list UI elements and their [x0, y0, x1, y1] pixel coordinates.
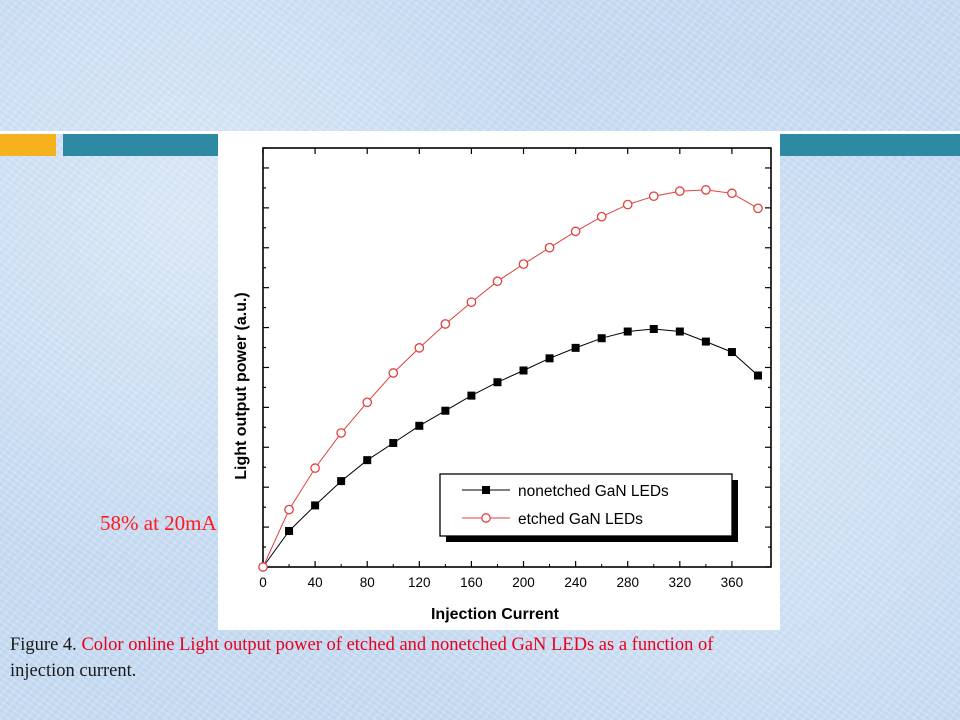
legend-marker-nonetched	[482, 486, 490, 494]
data-point-nonetched	[753, 371, 762, 380]
data-point-etched	[674, 186, 685, 197]
data-point-nonetched	[571, 343, 580, 352]
data-point-nonetched	[467, 391, 476, 400]
data-point-etched	[492, 276, 503, 287]
data-point-nonetched	[415, 421, 424, 430]
series-line-nonetched	[262, 328, 759, 568]
data-point-etched	[648, 191, 659, 202]
data-point-nonetched	[441, 406, 450, 415]
accent-bar-teal-left	[63, 134, 218, 156]
data-point-nonetched	[649, 325, 658, 334]
chart-panel: 0 40 80 120 160 200 240 280 320 360 nonetched GaN…	[218, 134, 780, 630]
legend-marker-etched	[481, 513, 491, 523]
data-point-etched	[570, 226, 581, 237]
data-point-etched	[414, 343, 425, 353]
legend: nonetched GaN LEDs etched GaN LEDs	[439, 473, 738, 542]
data-point-nonetched	[701, 337, 710, 346]
data-point-etched	[753, 203, 763, 214]
data-point-nonetched	[545, 354, 554, 363]
data-point-etched	[258, 562, 268, 572]
x-tick-label: 160	[460, 575, 483, 590]
header-divider-line	[0, 131, 960, 134]
legend-label-nonetched: nonetched GaN LEDs	[518, 483, 669, 500]
data-point-nonetched	[389, 438, 398, 447]
caption-body: Color online Light output power of etche…	[81, 635, 714, 655]
data-point-nonetched	[363, 456, 372, 465]
data-point-etched	[701, 185, 711, 195]
x-tick-label: 200	[512, 575, 535, 590]
legend-box	[439, 473, 733, 537]
data-point-etched	[310, 463, 320, 473]
data-point-nonetched	[623, 327, 632, 336]
data-point-nonetched	[493, 378, 502, 387]
data-point-etched	[466, 297, 477, 308]
data-point-etched	[518, 259, 529, 269]
data-point-etched	[727, 188, 737, 199]
data-point-etched	[596, 211, 607, 222]
data-point-nonetched	[727, 348, 736, 357]
x-axis-label: Injection Current	[431, 606, 560, 623]
data-point-etched	[388, 368, 399, 378]
series-layer	[258, 185, 763, 572]
data-point-nonetched	[519, 366, 528, 375]
caption-prefix: Figure 4.	[10, 635, 82, 655]
x-tick-label: 320	[669, 575, 692, 590]
x-tick-label: 0	[259, 575, 267, 590]
data-point-nonetched	[285, 526, 294, 535]
data-point-etched	[544, 242, 555, 253]
data-point-nonetched	[337, 477, 346, 486]
x-tick-label: 80	[360, 575, 375, 590]
data-point-nonetched	[597, 334, 606, 343]
data-point-nonetched	[311, 501, 320, 510]
x-tick-label: 360	[721, 575, 744, 590]
data-point-etched	[440, 319, 451, 329]
line-chart: 0 40 80 120 160 200 240 280 320 360 nonetched GaN…	[233, 147, 772, 623]
data-point-etched	[336, 428, 347, 438]
plot-frame	[262, 147, 772, 568]
accent-bar-teal-right	[780, 134, 960, 156]
x-tick-label: 240	[564, 575, 587, 590]
figure-caption: Figure 4. Color online Light output powe…	[10, 632, 952, 684]
data-point-etched	[622, 199, 633, 210]
y-axis-label: Light output power (a.u.)	[233, 292, 250, 480]
x-tick-label: 40	[308, 575, 323, 590]
caption-continuation: injection current.	[10, 661, 137, 681]
accent-bar-orange	[0, 134, 56, 156]
data-point-nonetched	[675, 327, 684, 336]
legend-label-etched: etched GaN LEDs	[518, 511, 643, 528]
x-tick-label: 120	[408, 575, 431, 590]
data-point-etched	[362, 397, 373, 408]
x-tick-label: 280	[616, 575, 639, 590]
data-point-etched	[284, 504, 294, 515]
axes-layer: 0 40 80 120 160 200 240 280 320 360	[259, 147, 772, 590]
annotation-58-percent: 58% at 20mA	[100, 511, 217, 535]
